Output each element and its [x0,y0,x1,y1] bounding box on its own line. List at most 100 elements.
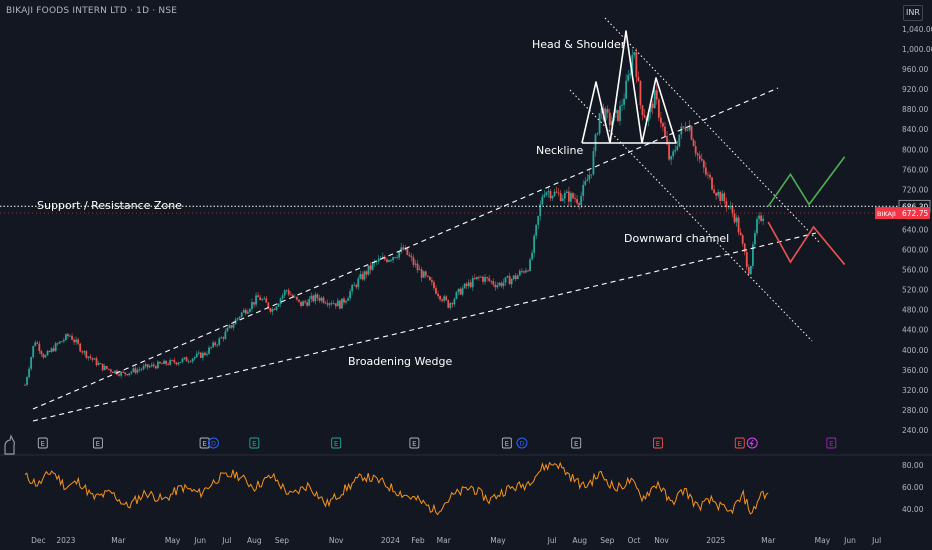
x-tick-label: Mar [437,536,452,545]
candle [199,352,202,358]
candle [349,291,352,299]
candle [69,335,71,337]
projection-down-line [767,221,846,266]
candle [175,362,178,365]
candle [551,195,554,199]
candle [44,355,47,358]
candle [447,300,450,308]
candle [684,127,687,131]
candle [77,339,80,344]
candle [475,276,478,280]
dividend-marker-label: D [519,440,524,448]
x-tick-label: Aug [247,536,262,545]
x-tick-label: Oct [627,536,640,545]
candle [165,360,167,365]
candle [320,297,323,301]
candle [146,364,149,368]
candle [75,339,78,343]
candle [606,108,609,113]
candle [375,261,378,263]
candle [67,334,69,336]
candle [91,358,94,360]
currency-button[interactable]: INR [903,5,923,21]
candle [543,194,546,197]
candle [191,358,194,362]
candle [112,371,114,373]
y-tick-label: 440.00 [902,326,928,335]
candle [222,337,225,339]
candle [762,218,765,221]
candle [189,361,192,363]
annotation-broadening-wedge: Broadening Wedge [348,355,452,368]
candle [359,274,362,279]
candle [246,311,249,314]
candle [328,303,331,305]
candle [539,204,542,216]
candle [760,215,762,221]
candle [34,342,37,347]
candle [488,278,491,281]
candle [136,369,139,373]
candle [249,309,251,312]
candle [341,298,343,309]
candle [140,369,143,370]
candle [457,288,460,293]
projection-up-line [767,156,846,207]
candle [347,298,349,301]
rsi-line [24,461,769,516]
candle [586,179,589,182]
candle [263,298,266,300]
candle [572,193,574,199]
candle [169,359,172,365]
split-marker [746,437,758,449]
candle [500,282,503,287]
candle [122,371,125,373]
candle [296,296,298,300]
candle [610,121,613,126]
candle [302,301,304,306]
candle [516,275,519,280]
candle [26,377,28,385]
candle [592,151,595,175]
candle [56,343,59,345]
candle [353,284,356,286]
candle [236,318,239,320]
candle [502,282,505,287]
candle [298,299,300,302]
candle [510,279,513,285]
candle [390,260,392,261]
y-tick-label: 480.00 [902,306,928,315]
candle [185,357,188,362]
candle [54,343,57,352]
candle [134,368,137,373]
candle [275,306,278,310]
x-tick-label: Jun [843,536,856,545]
x-tick-label: Nov [654,536,669,545]
candle [647,112,650,121]
candle [433,282,435,289]
candle [635,52,638,77]
candle [283,290,286,296]
candle [631,55,634,74]
earnings-marker [501,437,512,449]
candle [623,98,625,105]
y-tick-label: 240.00 [902,426,928,435]
candle [291,294,294,297]
candle [672,151,675,157]
candle [402,247,405,250]
candle [549,191,552,199]
candle [653,90,656,109]
candle [377,258,380,262]
last-price-value: 672.75 [902,209,928,218]
candle [24,384,26,386]
earnings-marker-label: E [829,440,833,448]
candle [201,352,204,358]
candle [289,294,292,296]
candle [38,343,41,352]
candle [40,351,43,355]
candle [615,110,617,114]
candle [441,299,444,301]
x-tick-label: Mar [761,536,776,545]
last-price-box [899,207,930,220]
